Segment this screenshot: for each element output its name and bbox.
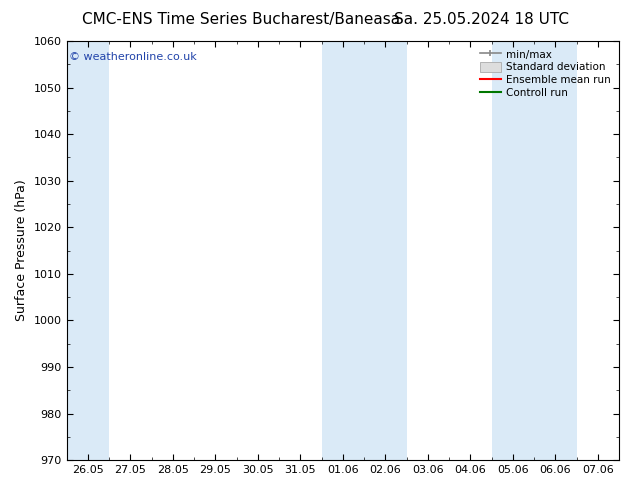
Y-axis label: Surface Pressure (hPa): Surface Pressure (hPa) xyxy=(15,180,28,321)
Bar xyxy=(364,41,406,460)
Legend: min/max, Standard deviation, Ensemble mean run, Controll run: min/max, Standard deviation, Ensemble me… xyxy=(477,46,614,101)
Bar xyxy=(534,41,576,460)
Text: CMC-ENS Time Series Bucharest/Baneasa: CMC-ENS Time Series Bucharest/Baneasa xyxy=(82,12,400,27)
Bar xyxy=(321,41,364,460)
Bar xyxy=(67,41,109,460)
Bar xyxy=(491,41,534,460)
Text: Sa. 25.05.2024 18 UTC: Sa. 25.05.2024 18 UTC xyxy=(394,12,569,27)
Text: © weatheronline.co.uk: © weatheronline.co.uk xyxy=(69,51,197,62)
